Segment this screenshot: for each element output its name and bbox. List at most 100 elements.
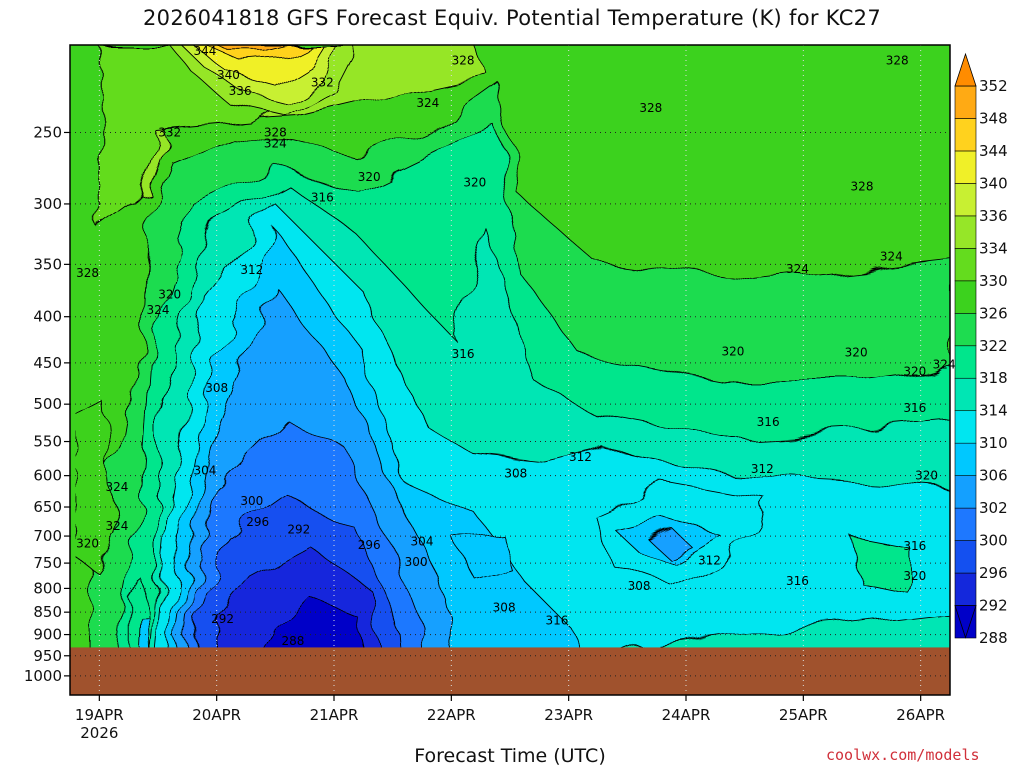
contour-label: 312 [240,263,263,277]
contour-label: 328 [886,53,909,67]
colorbar-swatch [954,280,977,314]
y-tick-label: 600 [33,467,62,485]
y-tick-label: 300 [33,195,62,213]
colorbar-swatch [954,312,977,347]
x-tick-label: 22APR [427,706,476,724]
field-region [216,45,288,52]
x-tick-label: 25APR [779,706,828,724]
x-axis-title: Forecast Time (UTC) [414,745,606,767]
contour-label: 312 [698,553,721,567]
y-tick-label: 950 [33,647,62,665]
colorbar-swatch [954,215,977,249]
colorbar-swatch [954,507,977,541]
contour-label: 320 [915,469,938,483]
contour-label: 332 [311,75,334,89]
colorbar-label: 288 [979,629,1008,647]
contour-label: 300 [240,494,263,508]
contour-label: 328 [264,125,287,139]
contour-label: 288 [281,634,304,648]
contour-label: 324 [880,249,903,263]
x-tick-label: 26APR [896,706,945,724]
contour-label: 316 [903,539,926,553]
contour-label: 336 [229,84,252,98]
grid-lines [70,45,950,695]
contour-label: 292 [287,522,310,536]
field-region [849,535,910,594]
y-tick-label: 350 [33,255,62,273]
colorbar-label: 318 [979,369,1008,387]
contour-label: 312 [751,462,774,476]
contour-label: 316 [311,190,334,204]
colorbar-label: 310 [979,434,1008,452]
field-region [450,529,511,579]
contour-label: 328 [76,266,99,280]
y-tick-label: 550 [33,433,62,451]
contour-label: 304 [411,535,434,549]
chart-title: 2026041818 GFS Forecast Equiv. Potential… [143,6,881,30]
contour-label: 324 [416,96,439,110]
contour-label: 340 [217,68,240,82]
contour-label: 312 [569,450,592,464]
colorbar-label: 292 [979,597,1008,615]
colorbar-swatch [954,377,977,412]
colorbar-label: 344 [979,142,1008,160]
x-tick-label: 23APR [544,706,593,724]
colorbar-label: 326 [979,304,1008,322]
y-tick-label: 700 [33,527,62,545]
contour-label: 316 [786,574,809,588]
colorbar: 288 292 296 300 302 306 310 314 318 322 326 330 334 3… [954,52,1008,647]
y-tick-label: 250 [33,123,62,141]
contour-label: 324 [786,262,809,276]
contour-label: 332 [158,125,181,139]
contour-label: 320 [463,175,486,189]
contour-label: 304 [193,463,216,477]
contour-label: 344 [193,44,216,58]
y-tick-label: 900 [33,626,62,644]
contour-label: 308 [205,381,228,395]
contour-label: 292 [211,612,234,626]
contour-label: 296 [358,538,381,552]
colorbar-swatch [954,150,977,184]
contour-label: 320 [158,288,181,302]
colorbar-label: 314 [979,402,1008,420]
colorbar-label: 348 [979,109,1008,127]
contour-label: 308 [493,601,516,615]
contour-label: 316 [903,401,926,415]
contour-label: 320 [358,170,381,184]
colorbar-swatch [954,85,977,119]
contour-label: 324 [147,303,170,317]
plot-frame [69,44,951,696]
colorbar-label: 336 [979,207,1008,225]
colorbar-label: 330 [979,272,1008,290]
contour-label: 308 [628,579,651,593]
x-tick-label: 19APR [75,706,124,724]
colorbar-swatch [954,475,977,509]
contour-label: 316 [452,347,475,361]
colorbar-label: 334 [979,239,1008,257]
contour-label: 316 [545,613,568,627]
colorbar-swatch [954,345,977,379]
y-tick-label: 450 [33,354,62,372]
contour-label: 324 [264,136,287,150]
site-credit: coolwx.com/models [826,746,980,764]
field-region [644,529,693,559]
x-axis: 19APR 20APR 21APR 22APR 23APR 24APR 25APR 26APR… [75,695,945,742]
colorbar-swatch [954,248,977,282]
colorbar-label: 322 [979,337,1008,355]
y-tick-label: 800 [33,579,62,597]
contour-labels: 3443403363323323283243283243203163203283… [76,44,955,648]
contour-label: 316 [757,415,780,429]
contour-label: 320 [76,536,99,550]
colorbar-label: 352 [979,77,1008,95]
y-tick-label: 850 [33,603,62,621]
colorbar-label: 296 [979,564,1008,582]
contour-label: 328 [452,53,475,67]
colorbar-swatch [954,540,977,574]
colorbar-upper-arrow [954,52,977,87]
contour-label: 320 [903,569,926,583]
y-tick-label: 650 [33,498,62,516]
colorbar-swatch [954,118,977,152]
x-year-label: 2026 [80,724,118,742]
x-tick-label: 21APR [310,706,359,724]
